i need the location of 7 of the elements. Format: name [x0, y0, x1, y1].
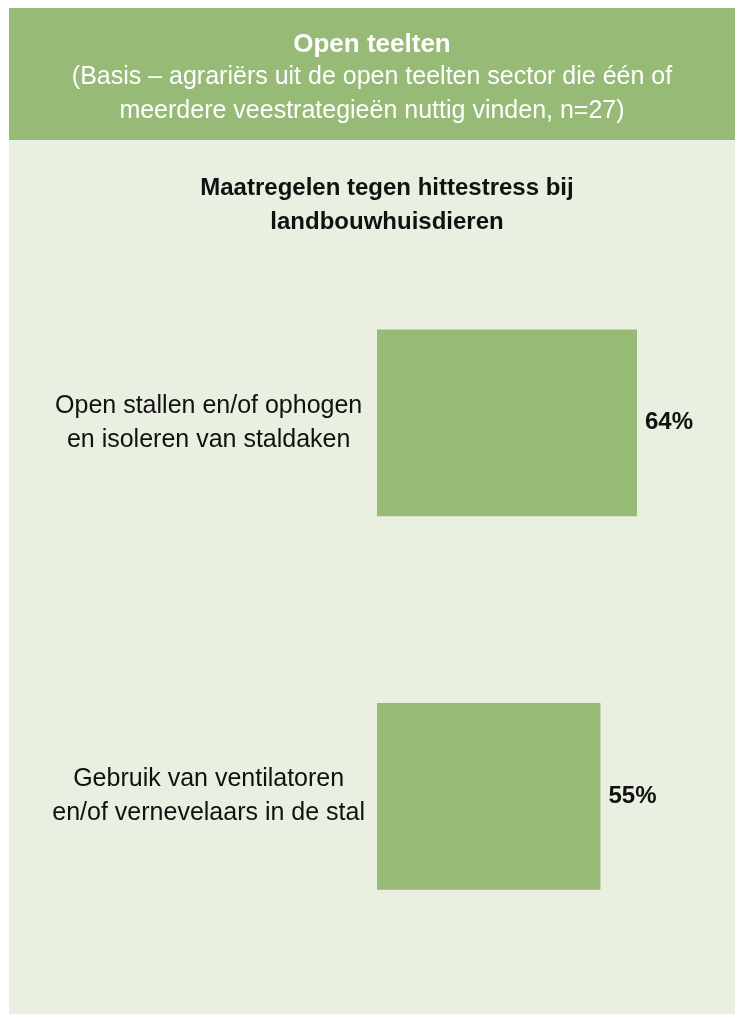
data-label: 55% — [608, 780, 657, 808]
data-label: 64% — [645, 407, 694, 435]
annotation: Maatregelen tegen hittestress bij landbouwhuisdieren — [199, 172, 575, 236]
y-tick-label: Gebruik van ventilatoren en/of vernevelaars in de stal — [52, 763, 365, 826]
chart-title: Open teelten — [292, 28, 452, 58]
chart-subtitle: (Basis – agrariërs uit de open teelten sector die één of meerdere veestrategieën nuttig vinden, n=27) — [70, 60, 674, 125]
y-tick-label: Open stallen en/of ophogen en isoleren van staldaken — [55, 389, 363, 452]
